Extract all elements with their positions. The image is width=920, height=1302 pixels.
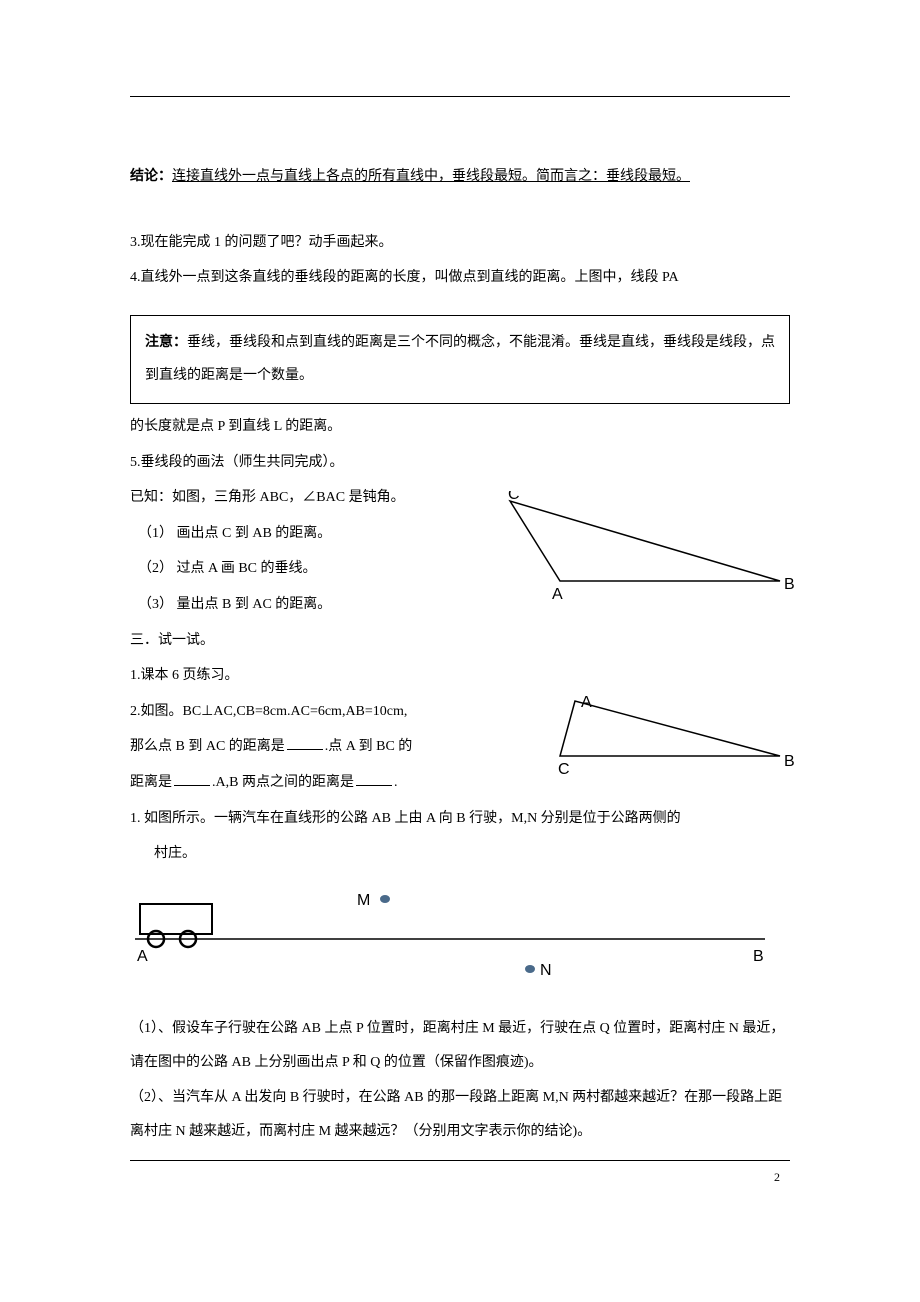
svg-text:C: C bbox=[558, 761, 570, 776]
blank-1 bbox=[287, 736, 323, 750]
car-diagram-wrap: M N A B bbox=[130, 879, 790, 1005]
section3-2-block: 2.如图。BC⊥AC,CB=8cm.AC=6cm,AB=10cm, 那么点 B … bbox=[130, 695, 790, 800]
conclusion-label: 结论： bbox=[130, 169, 172, 184]
section3-2c-pre: 距离是 bbox=[130, 775, 172, 790]
triangle-diagram-1: C A B bbox=[470, 491, 800, 601]
footer-rule bbox=[130, 1160, 790, 1161]
paragraph-3: 3.现在能完成 1 的问题了吧？动手画起来。 bbox=[130, 226, 790, 260]
page-number: 2 bbox=[774, 1170, 780, 1185]
sub-q1: （1）、假设车子行驶在公路 AB 上点 P 位置时，距离村庄 M 最近，行驶在点… bbox=[130, 1012, 790, 1079]
svg-text:C: C bbox=[508, 491, 520, 503]
paragraph-4: 4.直线外一点到这条直线的垂线段的距离的长度，叫做点到直线的距离。上图中，线段 … bbox=[130, 261, 790, 295]
header-rule bbox=[130, 96, 790, 97]
conclusion-line: 结论：连接直线外一点与直线上各点的所有直线中，垂线段最短。简而言之：垂线段最短。 bbox=[130, 160, 790, 194]
sub-q2: （2）、当汽车从 A 出发向 B 行驶时，在公路 AB 的那一段路上距离 M,N… bbox=[130, 1081, 790, 1148]
svg-text:M: M bbox=[357, 892, 370, 909]
paragraph-4-cont: 的长度就是点 P 到直线 L 的距离。 bbox=[130, 410, 790, 444]
note-label: 注意： bbox=[145, 335, 187, 350]
q5-block: 已知：如图，三角形 ABC，∠BAC 是钝角。 （1） 画出点 C 到 AB 的… bbox=[130, 481, 790, 621]
paragraph-5: 5.垂线段的画法（师生共同完成）。 bbox=[130, 446, 790, 480]
car-diagram: M N A B bbox=[130, 879, 780, 991]
section3-2b-pre: 那么点 B 到 AC 的距离是 bbox=[130, 739, 285, 754]
note-box: 注意：垂线，垂线段和点到直线的距离是三个不同的概念，不能混淆。垂线是直线，垂线段… bbox=[130, 315, 790, 404]
section3-3: 1. 如图所示。一辆汽车在直线形的公路 AB 上由 A 向 B 行驶，M,N 分… bbox=[130, 802, 790, 836]
section3-2b-post: .点 A 到 BC 的 bbox=[325, 739, 413, 754]
section3-2c-post: . bbox=[394, 775, 398, 790]
note-text: 垂线，垂线段和点到直线的距离是三个不同的概念，不能混淆。垂线是直线，垂线段是线段… bbox=[145, 335, 775, 384]
svg-text:A: A bbox=[137, 948, 148, 965]
svg-text:B: B bbox=[784, 576, 795, 593]
page-content: 结论：连接直线外一点与直线上各点的所有直线中，垂线段最短。简而言之：垂线段最短。… bbox=[130, 160, 790, 1149]
blank-2 bbox=[174, 772, 210, 786]
svg-text:B: B bbox=[784, 753, 795, 770]
section3-1: 1.课本 6 页练习。 bbox=[130, 659, 790, 693]
section3-2c-mid: .A,B 两点之间的距离是 bbox=[212, 775, 354, 790]
triangle-diagram-2: A C B bbox=[530, 691, 800, 776]
svg-text:A: A bbox=[552, 586, 563, 601]
section3-title: 三．试一试。 bbox=[130, 624, 790, 658]
conclusion-text: 连接直线外一点与直线上各点的所有直线中，垂线段最短。简而言之：垂线段最短。 bbox=[172, 169, 690, 184]
svg-text:N: N bbox=[540, 962, 552, 979]
svg-text:B: B bbox=[753, 948, 764, 965]
blank-3 bbox=[356, 772, 392, 786]
section3-3-cont: 村庄。 bbox=[130, 837, 790, 871]
svg-text:A: A bbox=[581, 694, 592, 711]
